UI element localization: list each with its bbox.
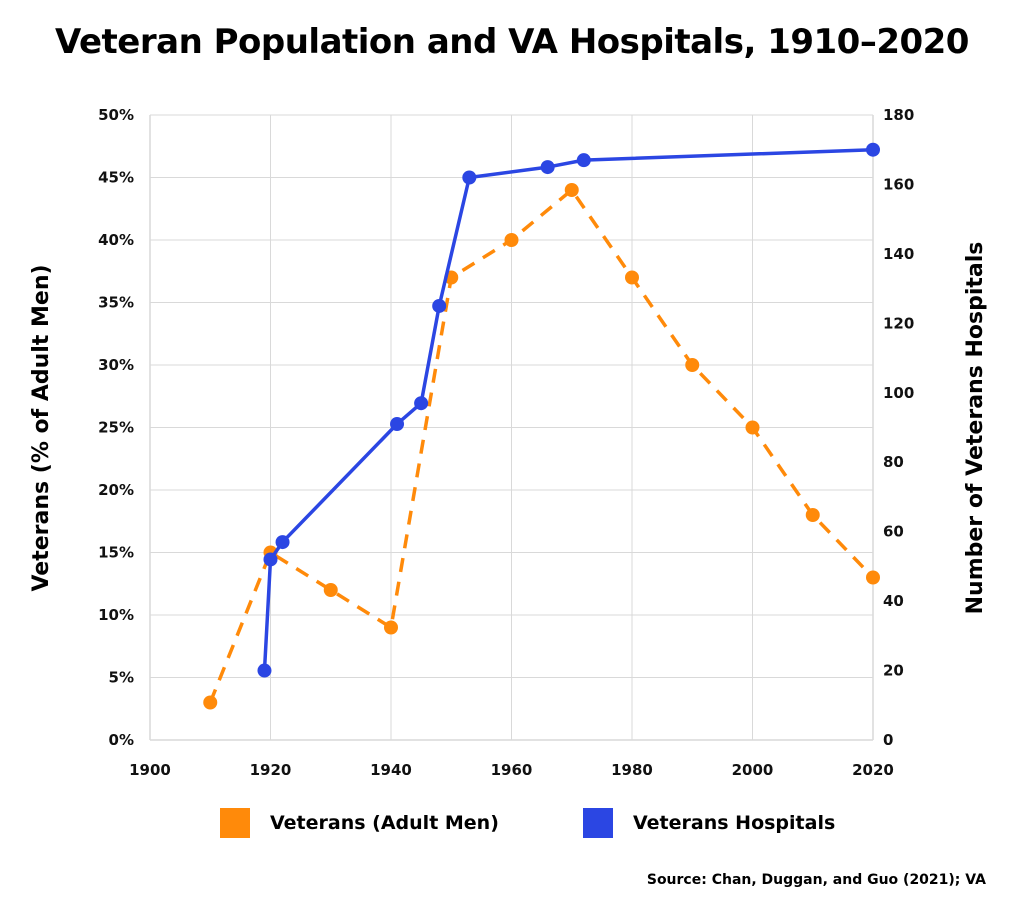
data-point-hospitals [414,396,429,411]
y-left-tick-label: 25% [98,419,134,437]
data-point-veterans [504,233,519,247]
y-right-tick-label: 80 [883,453,904,471]
data-point-veterans [745,420,760,435]
legend: Veterans (Adult Men) Veterans Hospitals [0,808,1024,848]
y-axis-right-title: Number of Veterans Hospitals [963,242,988,615]
data-point-hospitals [462,170,477,185]
data-point-veterans [866,570,880,585]
legend-label-hospitals: Veterans Hospitals [633,812,836,834]
y-right-tick-label: 100 [883,384,914,402]
y-left-tick-label: 40% [98,231,134,249]
y-left-tick-label: 20% [98,481,134,499]
data-point-hospitals [540,160,555,175]
data-point-veterans [685,358,700,372]
data-point-hospitals [576,153,591,168]
x-tick-label: 2000 [732,761,774,779]
data-point-hospitals [275,535,290,550]
data-point-hospitals [263,552,278,567]
y-left-tick-label: 15% [98,544,134,562]
legend-item-hospitals: Veterans Hospitals [583,808,835,838]
y-right-tick-label: 120 [883,314,914,332]
data-point-hospitals [257,663,272,678]
y-left-tick-label: 45% [98,169,134,187]
legend-swatch-veterans [220,808,250,838]
y-left-tick-label: 10% [98,606,134,624]
data-point-veterans [323,583,338,597]
y-right-tick-label: 160 [883,175,914,193]
legend-item-veterans: Veterans (Adult Men) [220,808,499,838]
axes-layer: 0% 5% 10% 15% 20% 25% 30% 35% 40% 45% 50% 0 20 40 60 80… [98,106,914,779]
y-right-tick-label: 140 [883,245,914,263]
grid-layer [149,114,874,741]
data-point-hospitals [390,417,405,432]
y-left-tick-label: 50% [98,106,134,124]
x-tick-label: 1920 [250,761,292,779]
legend-swatch-hospitals [583,808,613,838]
y-right-tick-label: 180 [883,106,914,124]
data-point-veterans [564,183,579,197]
y-right-tick-label: 60 [883,523,904,541]
data-point-hospitals [432,298,447,313]
data-point-veterans [203,695,218,710]
legend-label-veterans: Veterans (Adult Men) [270,812,499,834]
y-right-tick-label: 40 [883,592,904,610]
y-right-tick-label: 0 [883,731,893,749]
series-line-hospitals [262,147,874,671]
y-right-tick-label: 20 [883,662,904,680]
x-tick-label: 1900 [129,761,171,779]
x-tick-label: 1940 [370,761,412,779]
series-line-veterans [208,188,875,704]
y-axis-left-title: Veterans (% of Adult Men) [29,264,54,591]
source-note: Source: Chan, Duggan, and Guo (2021); VA [646,872,986,888]
data-point-veterans [805,508,820,522]
x-tick-label: 1960 [491,761,533,779]
series-layer [203,142,880,710]
x-tick-label: 1980 [611,761,653,779]
x-tick-label: 2020 [852,761,894,779]
data-point-veterans [384,620,398,635]
y-left-tick-label: 30% [98,356,134,374]
y-left-tick-label: 35% [98,294,134,312]
data-point-veterans [625,270,639,285]
y-left-tick-label: 0% [109,731,134,749]
y-left-tick-label: 5% [109,669,134,687]
chart-title: Veteran Population and VA Hospitals, 191… [55,22,969,62]
data-point-hospitals [866,142,880,157]
